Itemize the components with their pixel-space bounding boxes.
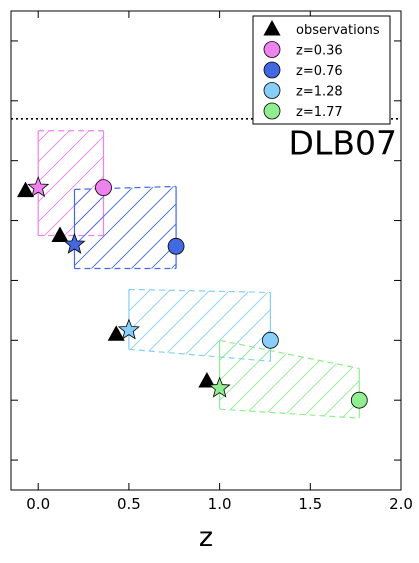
observation-point [51, 226, 69, 243]
band-hatch [219, 340, 360, 419]
legend-marker [263, 61, 281, 79]
legend-label: z=0.76 [296, 64, 343, 79]
axes: 0.0 0.5 1.0 1.5 2.0 [10, 10, 413, 513]
legend-marker [263, 20, 281, 36]
star-point [27, 176, 50, 198]
band-top-edge [74, 185, 177, 191]
star-point [63, 232, 86, 254]
band-bottom-edge [219, 408, 360, 419]
observation-point [198, 372, 216, 388]
star-point [208, 376, 231, 398]
model-point [261, 331, 279, 349]
legend-label: z=0.36 [296, 44, 343, 59]
legend-marker [263, 82, 281, 99]
legend-label: z=1.28 [296, 85, 343, 100]
legend-marker [263, 102, 281, 120]
model-annotation: DLB07 [289, 124, 397, 163]
legend-label: z=1.77 [296, 105, 343, 120]
band-bottom-edge [128, 348, 271, 362]
model-point [167, 237, 185, 255]
model-point [95, 179, 112, 197]
model-point [350, 391, 368, 409]
star-point [117, 318, 140, 340]
x-tick-label: 2.0 [389, 495, 413, 513]
legend: observations z=0.36 z=0.76 z=1.28 z=1.77 [252, 15, 391, 125]
band-hatch [74, 186, 177, 269]
markers [16, 176, 368, 409]
band-top-edge [219, 339, 360, 370]
x-tick-label: 0.0 [26, 495, 50, 513]
band-top-edge [128, 288, 271, 294]
legend-label: observations [296, 23, 380, 38]
x-tick-label: 0.5 [117, 495, 141, 513]
x-tick-label: 1.0 [208, 495, 232, 513]
uncertainty-bands [37, 130, 360, 419]
observation-point [16, 181, 35, 198]
legend-marker [263, 41, 281, 58]
observation-point [107, 325, 125, 341]
x-tick-label: 1.5 [298, 495, 322, 513]
plot-frame [10, 10, 402, 491]
x-axis-title: z [199, 522, 213, 553]
